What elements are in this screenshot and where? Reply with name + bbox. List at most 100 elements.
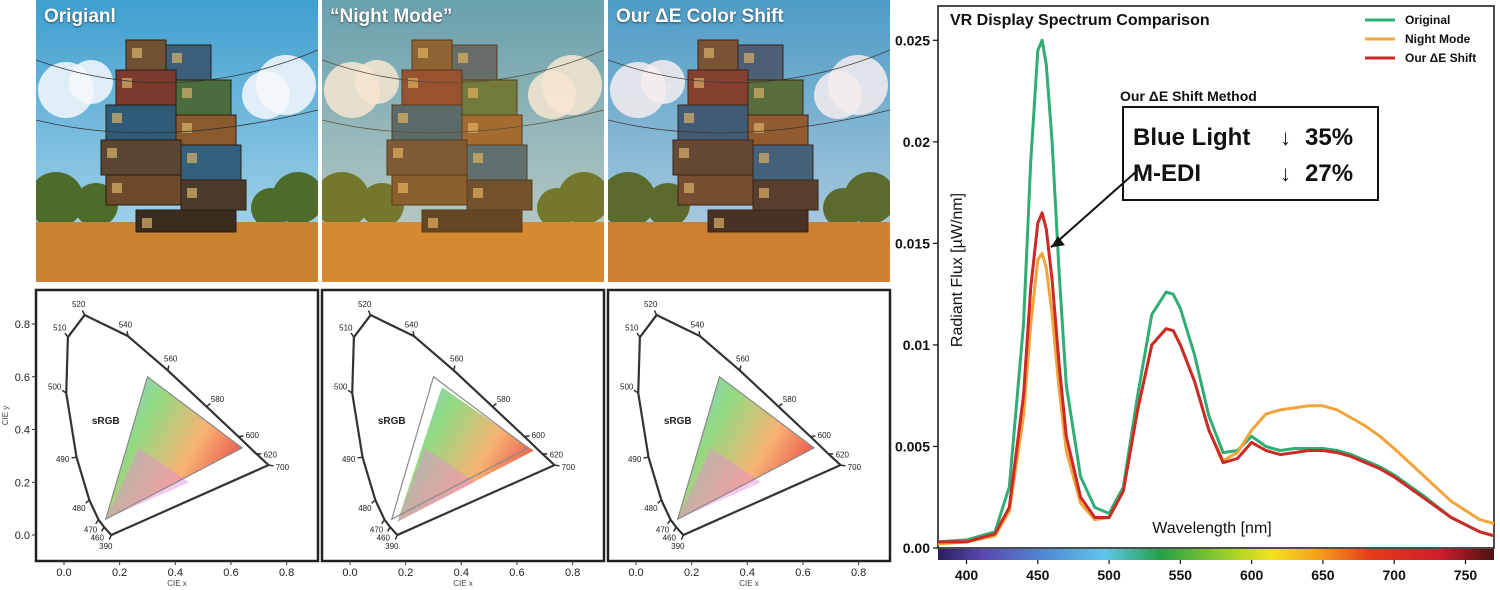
locus-tick bbox=[71, 456, 77, 459]
wavelength-label: 460 bbox=[377, 534, 391, 543]
photo-night-mode-label: “Night Mode” bbox=[330, 6, 453, 27]
wavelength-label: 520 bbox=[644, 300, 658, 309]
wavelength-label: 620 bbox=[550, 450, 564, 459]
locus-tick bbox=[386, 526, 391, 532]
tree bbox=[322, 172, 370, 228]
wavelength-label: 560 bbox=[164, 355, 178, 364]
legend-label: Original bbox=[1405, 13, 1450, 27]
srgb-triangle bbox=[676, 375, 816, 521]
y-tick-label: 0.01 bbox=[903, 337, 930, 353]
x-tick-label: 600 bbox=[1240, 567, 1264, 583]
wavelength-label: 580 bbox=[497, 395, 511, 404]
locus-tick bbox=[810, 435, 816, 438]
x-axis-label: Wavelength [nm] bbox=[1152, 520, 1271, 537]
window bbox=[458, 53, 468, 63]
y-axis-label: Radiant Flux [µW/nm] bbox=[949, 193, 966, 347]
window bbox=[684, 113, 694, 123]
wavelength-label: 470 bbox=[370, 526, 384, 535]
x-tick-label: 0.2 bbox=[398, 567, 413, 579]
building-block bbox=[707, 209, 809, 233]
color-tint bbox=[322, 0, 604, 282]
wavelength-label: 600 bbox=[246, 431, 260, 440]
wavelength-label: 500 bbox=[48, 382, 62, 391]
locus-tick bbox=[238, 435, 244, 438]
window bbox=[468, 123, 478, 133]
y-tick-label: 0.02 bbox=[903, 134, 930, 150]
x-tick-label: 750 bbox=[1454, 567, 1478, 583]
locus-tick bbox=[667, 519, 672, 525]
legend-label: Our ΔE Shift bbox=[1405, 51, 1476, 65]
srgb-triangle bbox=[104, 375, 244, 521]
wavelength-label: 540 bbox=[405, 320, 419, 329]
window bbox=[704, 48, 714, 58]
window bbox=[112, 183, 122, 193]
x-tick-label: 400 bbox=[955, 567, 979, 583]
wavelength-color-bar bbox=[938, 549, 1494, 560]
window bbox=[694, 78, 704, 88]
wavelength-label: 620 bbox=[264, 450, 278, 459]
wavelength-label: 580 bbox=[211, 395, 225, 404]
window bbox=[714, 218, 724, 228]
y-tick-label: 0.0 bbox=[15, 530, 30, 542]
wavelength-label: 500 bbox=[334, 382, 348, 391]
wavelength-label: 560 bbox=[450, 355, 464, 364]
wavelength-label: 480 bbox=[72, 504, 86, 513]
locus-tick bbox=[381, 519, 386, 525]
annotation-leader bbox=[1050, 169, 1139, 248]
building-block bbox=[421, 209, 523, 233]
x-axis-label: CIE x bbox=[739, 579, 759, 588]
building-block bbox=[135, 209, 237, 233]
annotation-row-label: Blue Light bbox=[1133, 124, 1250, 151]
gamut-fill bbox=[677, 376, 815, 520]
wavelength-label: 490 bbox=[628, 455, 642, 464]
photo-original: Origianl bbox=[36, 0, 318, 282]
cloud bbox=[814, 71, 862, 119]
wavelength-label: 700 bbox=[562, 463, 576, 472]
tree bbox=[608, 172, 656, 228]
gamut-magenta bbox=[397, 447, 476, 522]
locus-tick bbox=[85, 499, 90, 504]
locus-tick bbox=[672, 526, 677, 532]
y-tick-label: 0.2 bbox=[15, 477, 30, 489]
y-tick-label: 0.025 bbox=[895, 32, 930, 48]
window bbox=[172, 53, 182, 63]
wavelength-label: 390 bbox=[671, 542, 685, 551]
series-line-1 bbox=[937, 252, 1495, 546]
x-tick-label: 550 bbox=[1169, 567, 1193, 583]
locus-tick bbox=[347, 389, 353, 394]
annotation-row-value: 35% bbox=[1305, 124, 1353, 151]
window bbox=[679, 148, 689, 158]
wavelength-label: 700 bbox=[276, 463, 290, 472]
color-tint bbox=[608, 0, 890, 282]
tree bbox=[251, 188, 291, 228]
locus-tick bbox=[524, 435, 530, 438]
window bbox=[473, 153, 483, 163]
window bbox=[473, 188, 483, 198]
x-axis-label: CIE x bbox=[167, 579, 187, 588]
cie-diagrams: 3904604704804905005105205405605806006207… bbox=[1, 288, 892, 588]
wavelength-label: 390 bbox=[385, 542, 399, 551]
tree bbox=[537, 188, 577, 228]
locus-tick bbox=[643, 456, 649, 459]
gamut-fill bbox=[105, 376, 243, 520]
y-tick-label: 0.4 bbox=[15, 425, 30, 437]
photo-delta-e-shift-label: Our ΔE Color Shift bbox=[616, 6, 784, 27]
window bbox=[684, 183, 694, 193]
cloud bbox=[69, 60, 113, 104]
x-tick-label: 0.6 bbox=[509, 567, 524, 579]
wavelength-label: 500 bbox=[620, 382, 634, 391]
x-tick-label: 0.4 bbox=[740, 567, 755, 579]
photo-delta-e-shift-image bbox=[608, 0, 890, 282]
locus-tick bbox=[95, 519, 100, 525]
annotation-row-value: 27% bbox=[1305, 160, 1353, 187]
window bbox=[398, 183, 408, 193]
tree bbox=[823, 188, 863, 228]
window bbox=[112, 113, 122, 123]
window bbox=[408, 78, 418, 88]
window bbox=[393, 148, 403, 158]
photo-night-mode: “Night Mode” bbox=[322, 0, 604, 282]
locus-tick bbox=[653, 310, 658, 316]
x-tick-label: 0.8 bbox=[851, 567, 866, 579]
